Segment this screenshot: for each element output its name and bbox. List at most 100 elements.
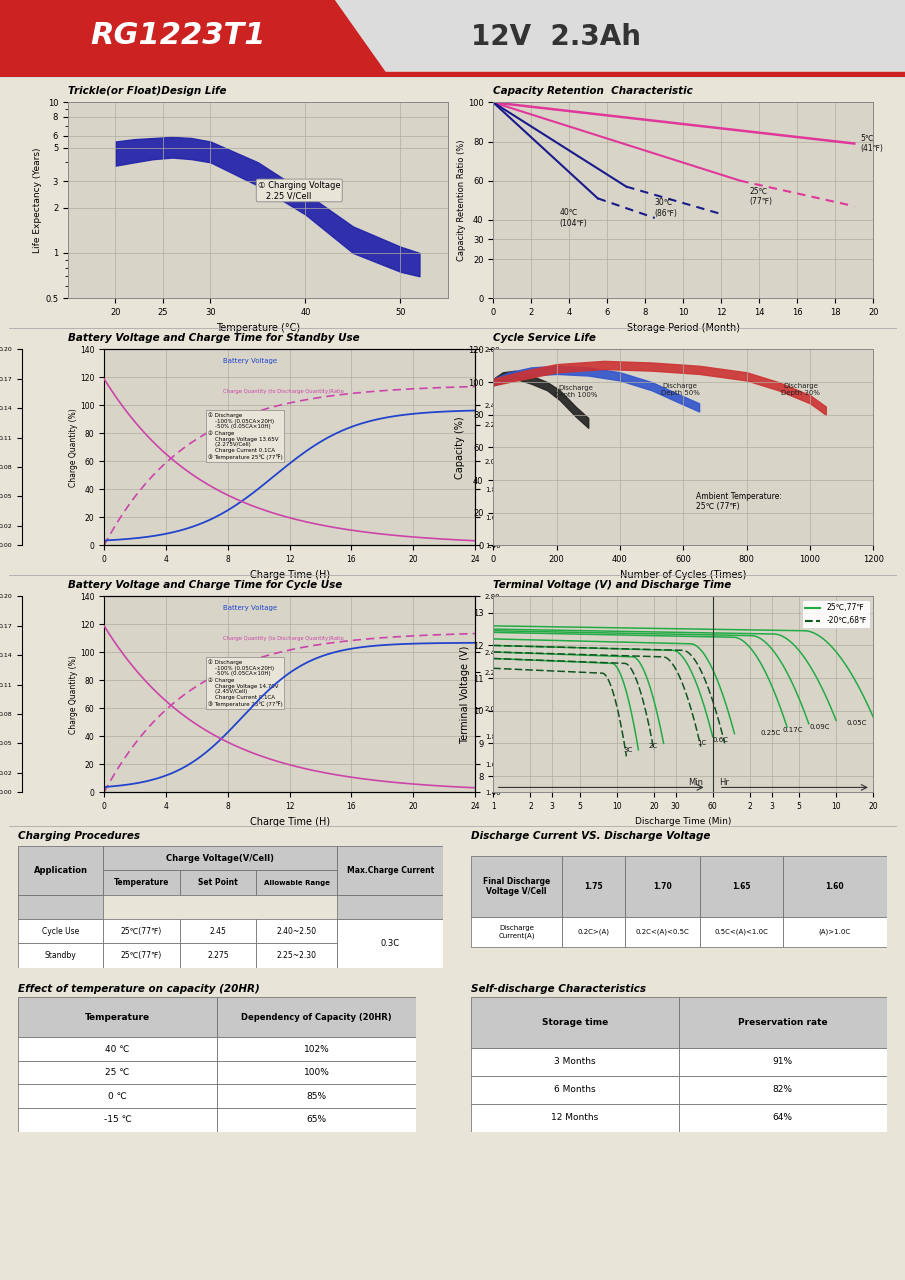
Bar [180,943,256,968]
Bar [256,919,337,943]
Bar [562,856,624,916]
Bar [471,1103,679,1132]
Text: Charge Voltage(V/Cell): Charge Voltage(V/Cell) [167,854,274,863]
Bar [624,916,700,947]
Text: ① Discharge
    -100% (0.05CA×20H)
    -50% (0.05CA×10H)
② Charge
    Charge Vol: ① Discharge -100% (0.05CA×20H) -50% (0.0… [208,659,282,707]
Text: Min: Min [688,778,703,787]
Bar [679,1103,887,1132]
Text: RG1223T1: RG1223T1 [90,20,266,50]
Text: Storage time: Storage time [541,1018,608,1027]
Bar [180,870,256,895]
Text: Discharge
Current(A): Discharge Current(A) [498,925,535,940]
Text: 1.75: 1.75 [584,882,603,891]
Bar [103,919,180,943]
Text: 0.2C>(A): 0.2C>(A) [577,929,609,936]
Text: Set Point: Set Point [198,878,238,887]
Text: Charge Quantity (to Discharge Quantity)Ratio: Charge Quantity (to Discharge Quantity)R… [223,636,344,640]
Bar [471,1047,679,1075]
Bar [471,856,562,916]
Text: Preservation rate: Preservation rate [738,1018,828,1027]
Text: Self-discharge Characteristics: Self-discharge Characteristics [471,984,645,995]
Bar [217,997,416,1038]
Bar [103,870,180,895]
Bar [679,997,887,1047]
Text: 1.65: 1.65 [732,882,750,891]
Text: 2.275: 2.275 [207,951,229,960]
Bar [217,1061,416,1084]
Text: 2.25~2.30: 2.25~2.30 [277,951,317,960]
Text: 0.3C: 0.3C [381,938,400,948]
Text: 2C: 2C [648,744,657,749]
Text: 2.40~2.50: 2.40~2.50 [277,927,317,936]
Y-axis label: Capacity Retention Ratio (%): Capacity Retention Ratio (%) [457,140,466,261]
Bar [471,1075,679,1103]
Text: Dependency of Capacity (20HR): Dependency of Capacity (20HR) [242,1012,392,1021]
Text: Final Discharge
Voltage V/Cell: Final Discharge Voltage V/Cell [482,877,550,896]
Bar [18,1061,217,1084]
Bar [783,916,887,947]
Bar [783,856,887,916]
Text: Battery Voltage: Battery Voltage [223,358,277,364]
Bar [18,997,217,1038]
Bar [217,1084,416,1108]
Y-axis label: Capacity (%): Capacity (%) [455,416,465,479]
Bar [103,846,338,870]
Y-axis label: Battery Voltage (V/Per Cell): Battery Voltage (V/Per Cell) [502,399,509,495]
Text: Discharge
Depth 50%: Discharge Depth 50% [661,383,700,396]
Text: Charging Procedures: Charging Procedures [18,831,140,841]
Bar [338,919,443,968]
X-axis label: Temperature (°C): Temperature (°C) [216,323,300,333]
Text: 40℃
(104℉): 40℃ (104℉) [559,209,587,228]
Bar [180,919,256,943]
Text: 3 Months: 3 Months [554,1057,595,1066]
Text: 0.6C: 0.6C [712,737,729,742]
Bar [18,943,103,968]
Bar [338,895,443,919]
Text: Max.Charge Current: Max.Charge Current [347,865,433,876]
Y-axis label: Terminal Voltage (V): Terminal Voltage (V) [460,645,470,744]
Text: Standby: Standby [44,951,77,960]
Text: Temperature: Temperature [114,878,169,887]
Y-axis label: Life Expectancy (Years): Life Expectancy (Years) [33,147,43,253]
Text: 25℃(77℉): 25℃(77℉) [121,951,162,960]
Text: 0 ℃: 0 ℃ [109,1092,127,1101]
Bar [471,997,679,1047]
Text: 0.5C<(A)<1.0C: 0.5C<(A)<1.0C [714,929,768,936]
X-axis label: Storage Period (Month): Storage Period (Month) [627,323,739,333]
Bar [103,943,180,968]
Text: Discharge Current VS. Discharge Voltage: Discharge Current VS. Discharge Voltage [471,831,710,841]
Bar [256,943,337,968]
Text: -15 ℃: -15 ℃ [104,1115,131,1124]
Text: ① Charging Voltage
   2.25 V/Cell: ① Charging Voltage 2.25 V/Cell [258,180,340,200]
Text: 1.60: 1.60 [825,882,844,891]
Text: 2.45: 2.45 [210,927,226,936]
Bar [217,1038,416,1061]
Bar [18,846,103,895]
Text: Cycle Service Life: Cycle Service Life [493,333,596,343]
Bar [679,1075,887,1103]
Text: 25℃(77℉): 25℃(77℉) [121,927,162,936]
Text: 25 ℃: 25 ℃ [106,1069,129,1078]
Text: Battery Voltage and Charge Time for Cycle Use: Battery Voltage and Charge Time for Cycl… [68,580,342,590]
Text: Ambient Temperature:
25℃ (77℉): Ambient Temperature: 25℃ (77℉) [696,492,782,512]
Y-axis label: Charge Quantity (%): Charge Quantity (%) [70,655,79,733]
Text: 12 Months: 12 Months [551,1114,598,1123]
Text: 0.17C: 0.17C [782,727,803,733]
Text: 40 ℃: 40 ℃ [106,1044,129,1053]
X-axis label: Discharge Time (Min): Discharge Time (Min) [635,817,731,826]
Text: Hr: Hr [719,778,729,787]
Bar [700,916,783,947]
Text: ① Discharge
    -100% (0.05CA×20H)
    -50% (0.05CA×10H)
② Charge
    Charge Vol: ① Discharge -100% (0.05CA×20H) -50% (0.0… [208,412,282,460]
Text: 12V  2.3Ah: 12V 2.3Ah [471,23,641,51]
Text: 5℃
(41℉): 5℃ (41℉) [860,134,883,154]
Text: 0.25C: 0.25C [760,730,781,736]
Bar [18,895,103,919]
Text: Allowable Range: Allowable Range [263,879,329,886]
Text: 3C: 3C [623,746,633,753]
Legend: 25℃,77℉, -20℃,68℉: 25℃,77℉, -20℃,68℉ [802,600,870,628]
Bar [679,1047,887,1075]
Text: 0.05C: 0.05C [847,721,867,727]
Text: Temperature: Temperature [85,1012,150,1021]
Bar [562,916,624,947]
Text: Charge Quantity (to Discharge Quantity)Ratio: Charge Quantity (to Discharge Quantity)R… [223,389,344,393]
